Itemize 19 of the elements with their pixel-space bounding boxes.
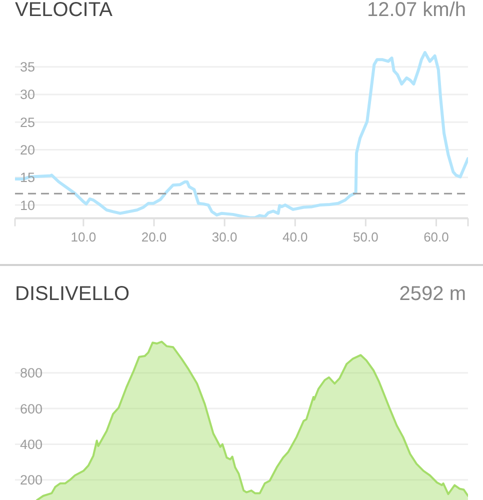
y-tick-label: 20	[20, 142, 36, 158]
y-tick-label: 25	[20, 114, 36, 130]
y-tick-label: 600	[20, 400, 43, 416]
x-tick-label: 30.0	[212, 229, 238, 244]
y-tick-label: 10	[20, 198, 36, 213]
x-tick-label: 40.0	[282, 229, 308, 244]
y-tick-label: 400	[20, 436, 43, 452]
x-tick-label: 60.0	[424, 229, 449, 244]
chart-subtitle: 12.07 km/h	[367, 0, 466, 21]
chart-title: VELOCITA	[15, 0, 112, 21]
x-tick-label: 50.0	[353, 229, 378, 244]
x-tick-label: 20.0	[141, 229, 167, 244]
y-tick-label: 30	[20, 87, 36, 102]
x-tick-label: 10.0	[70, 229, 96, 244]
text: 2592 m	[399, 283, 466, 306]
y-tick-label: 35	[20, 60, 36, 75]
y-tick-label: 800	[20, 365, 43, 380]
y-tick-label: 200	[20, 472, 43, 488]
text: DISLIVELLO	[15, 283, 130, 306]
